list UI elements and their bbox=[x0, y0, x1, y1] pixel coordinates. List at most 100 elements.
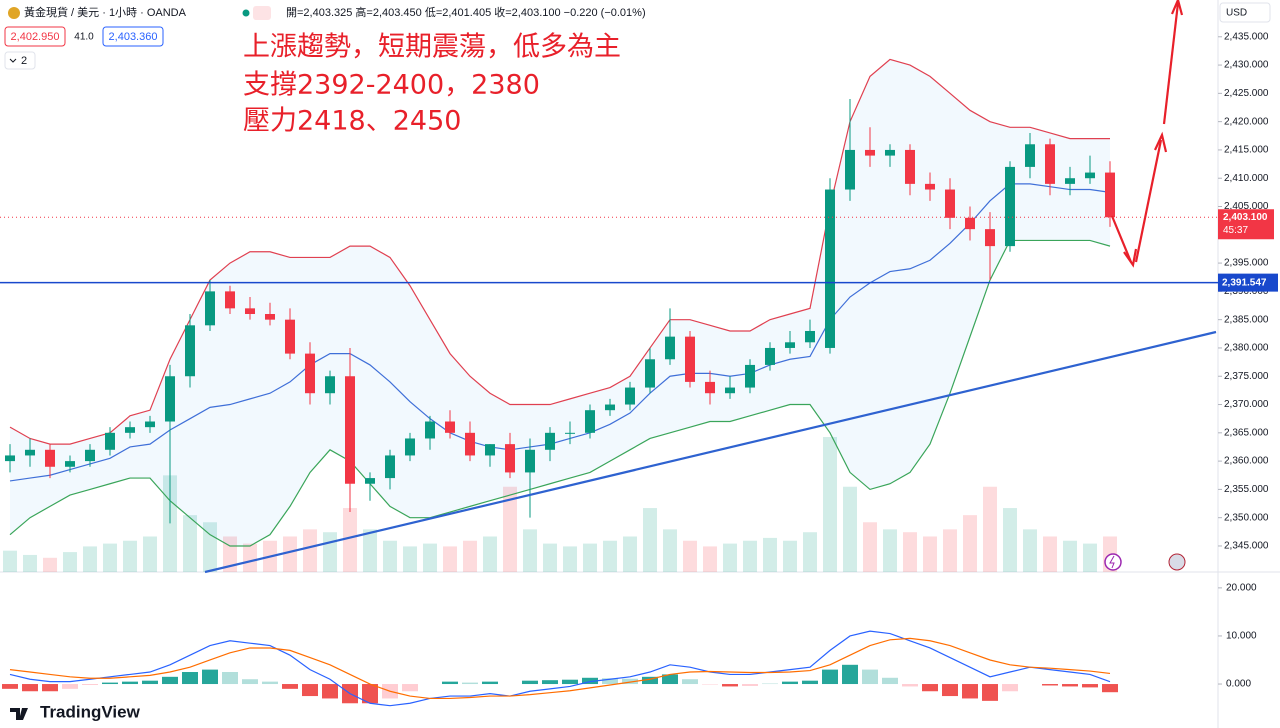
bollinger-line bbox=[9, 183, 1111, 482]
arrowhead bbox=[1123, 248, 1138, 268]
volume-bar bbox=[363, 529, 377, 572]
macd-histogram-bar bbox=[202, 669, 218, 685]
currency: USD bbox=[1226, 8, 1247, 19]
volume-bar bbox=[1003, 508, 1017, 572]
volume-bar bbox=[183, 515, 197, 572]
candle-body bbox=[685, 336, 695, 382]
macd-histogram-bar bbox=[142, 680, 158, 685]
macd-histogram-bar bbox=[402, 684, 418, 692]
macd-y-tick-label: 10.000 bbox=[1226, 631, 1257, 642]
macd-histogram-bar bbox=[682, 679, 698, 685]
macd-y-tick-label: 0.000 bbox=[1226, 679, 1251, 690]
status-dot bbox=[242, 9, 250, 17]
candle-body bbox=[105, 432, 115, 450]
candle-body bbox=[885, 149, 895, 156]
volume-bar bbox=[803, 532, 817, 572]
volume-bar bbox=[943, 529, 957, 572]
volume-bar bbox=[443, 546, 457, 572]
volume-bar bbox=[543, 543, 557, 572]
macd-line bbox=[9, 630, 1111, 707]
volume-bar bbox=[883, 529, 897, 572]
volume-bar bbox=[923, 536, 937, 572]
volume-bar bbox=[283, 536, 297, 572]
volume-bar bbox=[523, 529, 537, 572]
candle-body bbox=[165, 376, 175, 422]
candle-body bbox=[765, 347, 775, 365]
volume-bar bbox=[503, 486, 517, 572]
candle-body bbox=[1025, 144, 1035, 167]
trend-line bbox=[204, 330, 1217, 574]
y-tick-label: 2,405.000 bbox=[1224, 201, 1269, 212]
candle-body bbox=[145, 421, 155, 428]
status-badge bbox=[253, 6, 271, 20]
volume-bar bbox=[483, 536, 497, 572]
macd-histogram-bar bbox=[22, 684, 38, 692]
candle-body bbox=[785, 342, 795, 348]
volume-bar bbox=[843, 486, 857, 572]
macd-histogram-bar bbox=[862, 669, 878, 685]
candle-body bbox=[545, 432, 555, 450]
candle-body bbox=[345, 376, 355, 484]
y-tick-label: 2,435.000 bbox=[1224, 31, 1269, 42]
brand: TradingView bbox=[40, 702, 141, 721]
candle-body bbox=[85, 449, 95, 462]
buy-button[interactable] bbox=[102, 26, 164, 47]
volume-bar bbox=[563, 546, 577, 572]
candle-body bbox=[745, 364, 755, 388]
volume-bar bbox=[983, 486, 997, 572]
arrowhead bbox=[1154, 131, 1168, 153]
macd-histogram-bar bbox=[982, 684, 998, 701]
bollinger-line bbox=[9, 239, 1111, 547]
macd-histogram-bar bbox=[602, 678, 618, 685]
macd-histogram-bar bbox=[1042, 684, 1058, 686]
y-tick-label: 2,350.000 bbox=[1224, 512, 1269, 523]
symbol-title: 黃金現貨 / 美元 · 1小時 · OANDA bbox=[24, 5, 187, 19]
candle-body bbox=[325, 376, 335, 394]
candle-body bbox=[185, 325, 195, 377]
currency-box[interactable] bbox=[1219, 2, 1271, 23]
indicators-toggle[interactable] bbox=[4, 51, 36, 70]
candle-body bbox=[505, 444, 515, 473]
macd-histogram-bar bbox=[222, 672, 238, 685]
macd-histogram-bar bbox=[462, 682, 478, 685]
macd-histogram-bar bbox=[642, 676, 658, 685]
arrow bbox=[1162, 2, 1180, 125]
volume-bar bbox=[23, 554, 37, 572]
volume-bar bbox=[643, 508, 657, 572]
volume-bar bbox=[663, 529, 677, 572]
last-price-label-bg bbox=[1218, 209, 1274, 240]
spread: 41.0 bbox=[74, 32, 94, 43]
macd-histogram-bar bbox=[722, 684, 738, 687]
candle-body bbox=[1065, 178, 1075, 184]
volume-bar bbox=[1063, 540, 1077, 572]
candle-body bbox=[945, 189, 955, 218]
horizontal-line-label: 2,391.547 bbox=[1222, 277, 1267, 288]
macd-histogram-bar bbox=[822, 669, 838, 685]
macd-histogram-bar bbox=[122, 681, 138, 685]
candle-body bbox=[365, 478, 375, 484]
flag-icon[interactable] bbox=[1168, 553, 1186, 571]
volume-bar bbox=[403, 546, 417, 572]
macd-histogram-bar bbox=[962, 684, 978, 699]
last-price-label: 2,403.100 bbox=[1223, 212, 1268, 223]
countdown: 45:37 bbox=[1223, 225, 1248, 236]
y-tick-label: 2,430.000 bbox=[1224, 60, 1269, 71]
volume-bar bbox=[423, 543, 437, 572]
volume-bar bbox=[963, 515, 977, 572]
candle-body bbox=[645, 359, 655, 388]
volume-bar bbox=[1083, 543, 1097, 572]
macd-line bbox=[9, 637, 1111, 700]
sell-button[interactable] bbox=[4, 26, 66, 47]
plot-area bbox=[0, 58, 1218, 707]
volume-bar bbox=[243, 543, 257, 572]
volume-bar bbox=[623, 536, 637, 572]
volume-bar bbox=[223, 536, 237, 572]
macd-histogram-bar bbox=[742, 684, 758, 686]
volume-bar bbox=[763, 537, 777, 572]
macd-histogram-bar bbox=[1102, 684, 1118, 693]
volume-bar bbox=[43, 557, 57, 572]
annotation: 支撐2392-2400，2380 bbox=[243, 70, 540, 101]
event-icon[interactable] bbox=[1104, 553, 1122, 571]
candle-body bbox=[265, 314, 275, 320]
macd-histogram-bar bbox=[1002, 684, 1018, 692]
